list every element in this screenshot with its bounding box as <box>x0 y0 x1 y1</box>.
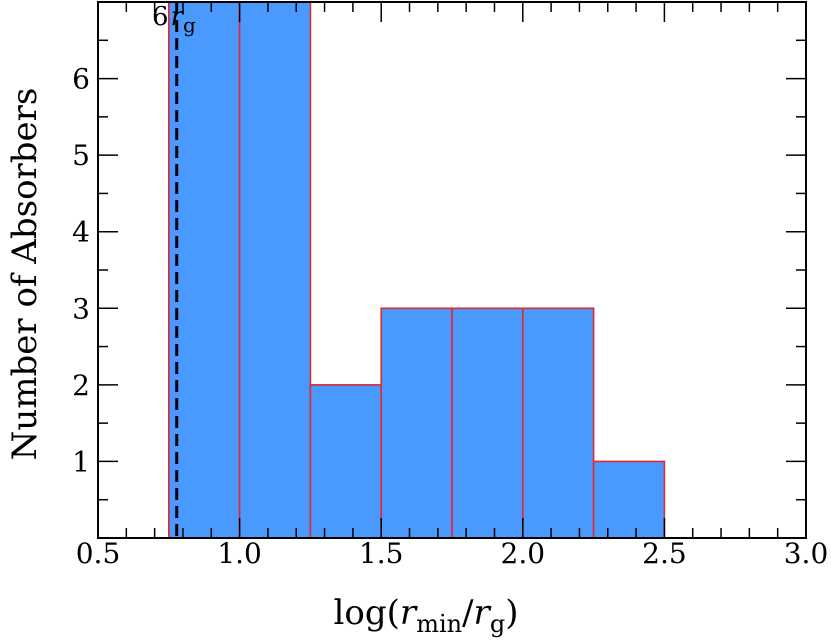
x-axis-label-open: log( <box>334 593 400 633</box>
x-tick-label: 1.0 <box>217 537 262 570</box>
y-tick-label: 1 <box>72 445 90 478</box>
reference-line-label: 6rg <box>152 2 196 37</box>
y-tick-label: 6 <box>72 63 90 96</box>
histogram-bar-1 <box>168 1 241 539</box>
histogram-bars <box>168 1 666 539</box>
x-axis-label-r1: r <box>400 593 418 633</box>
histogram-bar-4 <box>380 307 453 539</box>
x-tick-label: 0.5 <box>76 537 121 570</box>
x-tick-label: 1.5 <box>359 537 404 570</box>
reference-label-num: 6 <box>152 2 169 32</box>
histogram-bar-5 <box>451 307 524 539</box>
x-axis-label-close: ) <box>505 593 518 633</box>
histogram-bar-3 <box>309 384 382 539</box>
y-tick-label: 4 <box>72 216 90 249</box>
x-tick-label: 2.0 <box>501 537 546 570</box>
x-axis-label-r2: r <box>474 593 492 633</box>
x-axis-label-slash: / <box>462 593 474 633</box>
x-axis-label: log(rmin/rg) <box>334 593 519 638</box>
x-tick-label: 3.0 <box>784 537 829 570</box>
y-axis-label: Number of Absorbers <box>5 88 45 461</box>
x-tick-label: 2.5 <box>642 537 687 570</box>
x-axis-label-sub1: min <box>416 610 462 638</box>
x-axis-label-sub2: g <box>490 610 505 638</box>
reference-label-r: r <box>171 2 185 32</box>
y-tick-label: 2 <box>72 369 90 402</box>
histogram-bar-7 <box>592 460 666 539</box>
y-tick-label: 3 <box>72 292 90 325</box>
y-tick-labels: 1 2 3 4 5 6 <box>72 63 90 479</box>
histogram-bar-2 <box>238 1 312 539</box>
reference-label-sub: g <box>183 13 196 37</box>
x-tick-labels: 0.5 1.0 1.5 2.0 2.5 3.0 <box>76 537 829 570</box>
axis-ticks <box>97 1 807 539</box>
histogram-bar-6 <box>521 307 595 539</box>
y-tick-label: 5 <box>72 139 90 172</box>
